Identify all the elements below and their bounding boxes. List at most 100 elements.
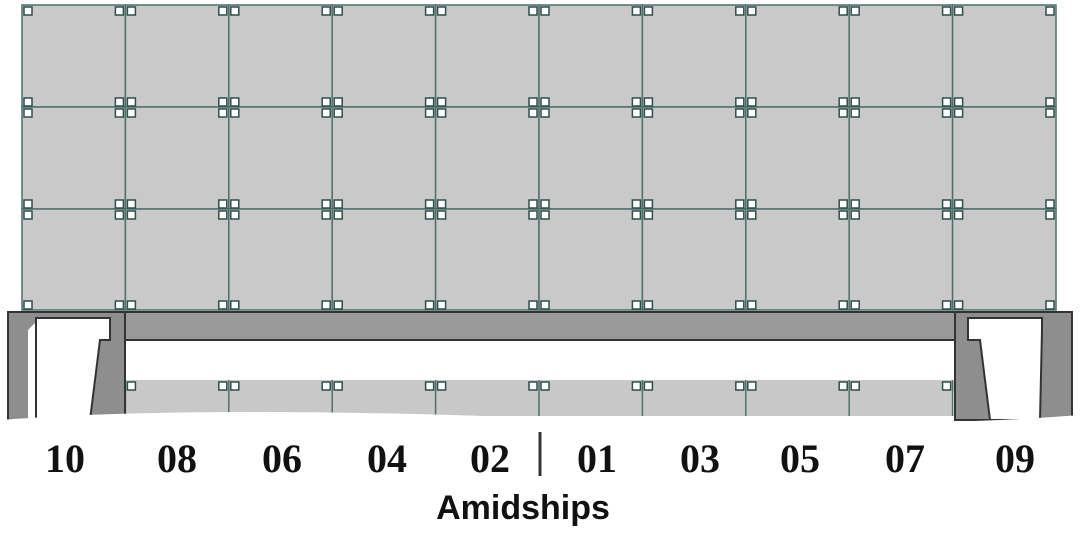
corner-casting xyxy=(333,97,343,107)
corner-casting xyxy=(941,199,952,209)
corner-casting xyxy=(424,300,435,310)
corner-casting xyxy=(850,210,860,220)
row-label: 09 xyxy=(995,436,1035,481)
corner-casting xyxy=(23,108,33,118)
row-label: 07 xyxy=(885,436,925,481)
container xyxy=(21,208,127,311)
corner-casting xyxy=(643,108,654,118)
corner-casting xyxy=(850,6,860,16)
corner-casting xyxy=(528,6,538,16)
deck-containers xyxy=(21,4,1057,311)
corner-casting xyxy=(114,108,125,118)
container xyxy=(745,4,850,108)
port-void xyxy=(35,317,111,421)
corner-casting xyxy=(333,6,343,16)
corner-casting xyxy=(321,300,331,310)
corner-casting xyxy=(735,199,745,209)
row-label: 10 xyxy=(45,436,85,481)
corner-casting xyxy=(126,210,137,220)
corner-casting xyxy=(850,108,860,118)
port-gap xyxy=(28,318,40,420)
caption: Amidships xyxy=(436,489,610,527)
corner-casting xyxy=(333,199,343,209)
corner-casting xyxy=(436,300,447,310)
corner-casting xyxy=(540,108,550,118)
corner-casting xyxy=(528,108,538,118)
corner-casting xyxy=(747,97,757,107)
corner-casting xyxy=(126,199,137,209)
corner-casting xyxy=(735,108,745,118)
corner-casting xyxy=(838,300,848,310)
corner-casting xyxy=(424,381,435,391)
row-label: 08 xyxy=(157,436,197,481)
hatch-cover xyxy=(109,311,969,341)
corner-casting xyxy=(126,300,137,310)
corner-casting xyxy=(436,6,447,16)
container xyxy=(848,208,954,311)
corner-casting xyxy=(528,199,538,209)
corner-casting xyxy=(230,381,240,391)
container xyxy=(538,208,644,311)
container xyxy=(745,208,850,311)
corner-casting xyxy=(436,97,447,107)
corner-casting xyxy=(23,199,33,209)
corner-casting xyxy=(850,199,860,209)
corner-casting xyxy=(941,210,952,220)
container xyxy=(538,4,644,108)
row-label: 03 xyxy=(680,436,720,481)
container xyxy=(124,208,230,311)
corner-casting xyxy=(424,210,435,220)
row-label: 06 xyxy=(262,436,302,481)
corner-casting xyxy=(838,6,848,16)
corner-casting xyxy=(850,97,860,107)
corner-casting xyxy=(540,381,550,391)
corner-casting xyxy=(631,97,642,107)
hull-structure xyxy=(0,311,1080,430)
corner-casting xyxy=(1045,6,1055,16)
corner-casting xyxy=(114,210,125,220)
corner-casting xyxy=(953,300,964,310)
corner-casting xyxy=(941,300,952,310)
corner-casting xyxy=(218,108,228,118)
corner-casting xyxy=(735,97,745,107)
corner-casting xyxy=(540,199,550,209)
corner-casting xyxy=(230,97,240,107)
corner-casting xyxy=(528,300,538,310)
corner-casting xyxy=(631,300,642,310)
row-label: 05 xyxy=(780,436,820,481)
container xyxy=(951,208,1057,311)
corner-casting xyxy=(953,6,964,16)
corner-casting xyxy=(838,210,848,220)
corner-casting xyxy=(850,300,860,310)
corner-casting xyxy=(953,108,964,118)
corner-casting xyxy=(436,210,447,220)
corner-casting xyxy=(321,108,331,118)
container xyxy=(434,106,540,210)
corner-casting xyxy=(126,97,137,107)
corner-casting xyxy=(643,6,654,16)
container xyxy=(331,208,437,311)
corner-casting xyxy=(436,108,447,118)
corner-casting xyxy=(850,381,860,391)
corner-casting xyxy=(218,300,228,310)
corner-casting xyxy=(321,381,331,391)
corner-casting xyxy=(333,300,343,310)
corner-casting xyxy=(126,6,137,16)
container xyxy=(641,4,747,108)
corner-casting xyxy=(230,6,240,16)
corner-casting xyxy=(643,199,654,209)
corner-casting xyxy=(747,210,757,220)
corner-casting xyxy=(528,97,538,107)
container xyxy=(848,106,954,210)
corner-casting xyxy=(540,97,550,107)
corner-casting xyxy=(631,199,642,209)
container xyxy=(21,4,127,108)
corner-casting xyxy=(436,381,447,391)
container xyxy=(538,106,644,210)
corner-casting xyxy=(941,6,952,16)
container xyxy=(124,106,230,210)
row-label: 04 xyxy=(367,436,407,481)
corner-casting xyxy=(953,97,964,107)
corner-casting xyxy=(218,6,228,16)
corner-casting xyxy=(643,210,654,220)
